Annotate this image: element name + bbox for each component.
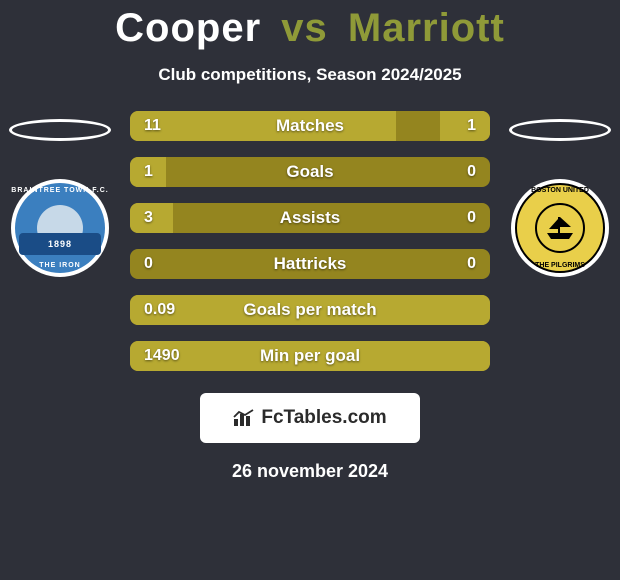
left-player-avatar-placeholder <box>9 119 111 141</box>
left-player-col: BRAINTREE TOWN F.C. 1898 THE IRON <box>0 111 120 277</box>
source-text: FcTables.com <box>261 407 386 429</box>
right-player-avatar-placeholder <box>509 119 611 141</box>
left-badge-year: 1898 <box>48 239 72 249</box>
title-vs: vs <box>281 6 328 50</box>
player-left-name: Cooper <box>115 6 261 50</box>
source-badge: FcTables.com <box>200 393 420 443</box>
main-row: BRAINTREE TOWN F.C. 1898 THE IRON 111Mat… <box>0 111 620 371</box>
stat-bar-row: 0.09Goals per match <box>130 295 490 325</box>
stat-bar-row: 111Matches <box>130 111 490 141</box>
stat-bar-row: 30Assists <box>130 203 490 233</box>
left-badge-bottom-text: THE IRON <box>11 262 109 269</box>
stat-label: Goals <box>130 162 490 182</box>
title-row: Cooper vs Marriott <box>0 0 620 51</box>
right-badge-bottom-text: THE PILGRIMS <box>511 262 609 269</box>
stat-label: Goals per match <box>130 300 490 320</box>
left-badge-top-text: BRAINTREE TOWN F.C. <box>11 187 109 194</box>
stat-bar-row: 10Goals <box>130 157 490 187</box>
right-club-badge: BOSTON UNITED THE PILGRIMS <box>511 179 609 277</box>
stat-label: Matches <box>130 116 490 136</box>
stat-label: Min per goal <box>130 346 490 366</box>
left-club-badge: BRAINTREE TOWN F.C. 1898 THE IRON <box>11 179 109 277</box>
stat-label: Hattricks <box>130 254 490 274</box>
stat-label: Assists <box>130 208 490 228</box>
player-right-name: Marriott <box>348 6 505 50</box>
stat-bar-row: 1490Min per goal <box>130 341 490 371</box>
ship-icon <box>545 215 575 241</box>
chart-bars-icon <box>233 409 255 427</box>
right-player-col: BOSTON UNITED THE PILGRIMS <box>500 111 620 277</box>
comparison-card: Cooper vs Marriott Club competitions, Se… <box>0 0 620 580</box>
subtitle: Club competitions, Season 2024/2025 <box>0 65 620 85</box>
right-badge-top-text: BOSTON UNITED <box>511 187 609 194</box>
stat-bars: 111Matches 10Goals 30Assists 00Hattricks 0.0… <box>120 111 500 371</box>
footer-date: 26 november 2024 <box>0 461 620 482</box>
stat-bar-row: 00Hattricks <box>130 249 490 279</box>
